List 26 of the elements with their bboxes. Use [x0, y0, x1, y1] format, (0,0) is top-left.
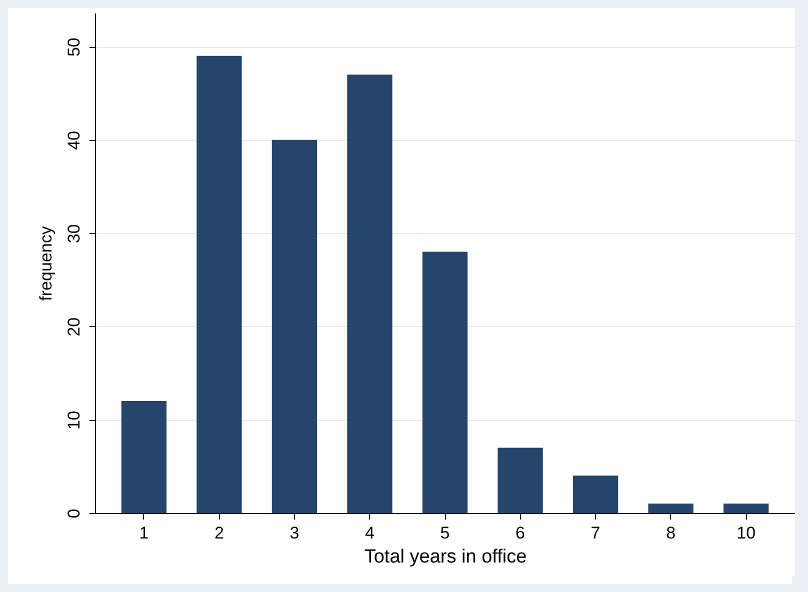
y-tick-label: 50 — [64, 38, 84, 57]
x-tick-label: 4 — [364, 524, 374, 542]
x-axis-title: Total years in office — [364, 546, 527, 568]
bar — [121, 401, 167, 513]
y-tick-label: 40 — [64, 130, 84, 150]
bar — [572, 476, 618, 513]
x-tick-label: 6 — [516, 524, 526, 542]
x-tick-label: 5 — [440, 524, 450, 542]
bar — [648, 504, 694, 513]
bar — [422, 252, 468, 513]
x-tick-label: 2 — [214, 524, 224, 542]
bar — [196, 56, 242, 513]
bar — [498, 448, 543, 513]
bar — [272, 140, 318, 513]
x-tick-label: 7 — [590, 524, 600, 542]
y-tick-label: 0 — [64, 508, 84, 518]
y-axis-title: frequency — [36, 226, 56, 301]
y-tick-label: 30 — [64, 224, 84, 244]
bar — [723, 504, 769, 513]
x-tick-label: 3 — [290, 524, 300, 542]
x-tick-label: 8 — [666, 524, 676, 542]
y-tick-label: 10 — [64, 410, 84, 430]
y-tick-label: 20 — [64, 317, 84, 336]
bar — [347, 74, 392, 513]
x-tick-label: 10 — [736, 524, 756, 542]
x-tick-label: 1 — [139, 524, 149, 542]
